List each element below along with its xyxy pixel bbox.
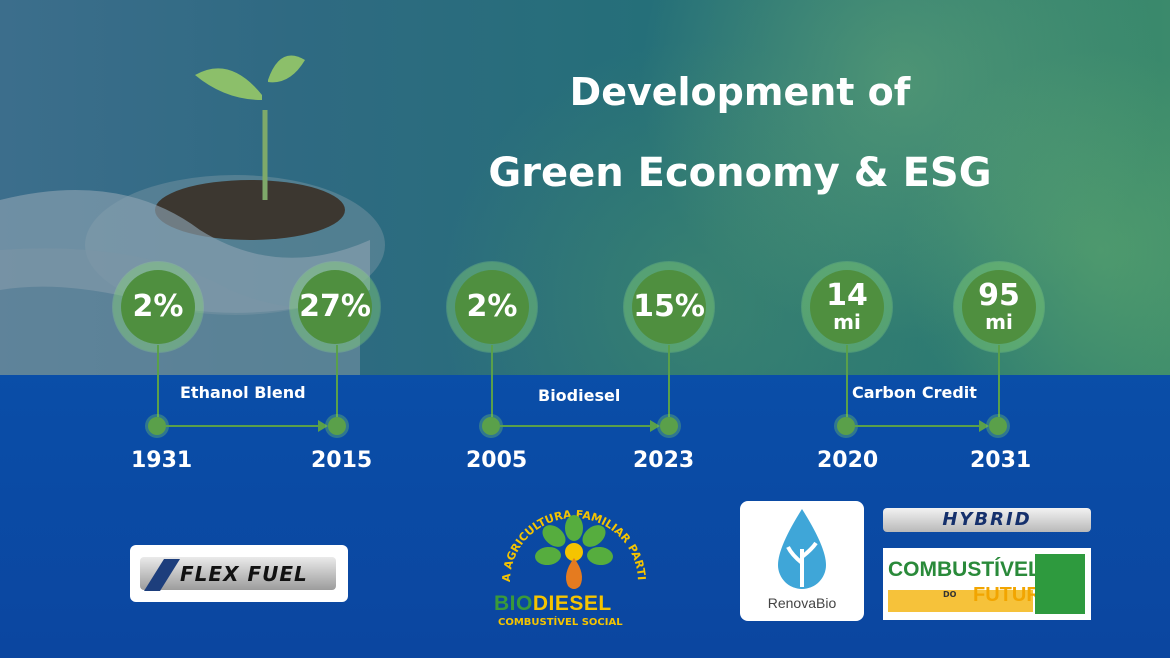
biodiesel-logo: A AGRICULTURA FAMILIAR PARTICIPA BIODIES… [488, 500, 660, 630]
combustivel-text: COMBUSTÍVEL [888, 558, 1041, 581]
carbon-start-unit: mi [833, 310, 861, 334]
flex-fuel-swoosh-icon [144, 559, 180, 591]
biodiesel-start-value: 2% [466, 289, 518, 324]
carbon-start-value: 14 [826, 278, 868, 313]
biodiesel-end-dot [660, 417, 678, 435]
ethanol-arrow [318, 420, 328, 432]
ethanol-end-circle: 27% [298, 270, 372, 344]
hybrid-text: HYBRID [942, 509, 1032, 530]
biodiesel-subtitle: COMBUSTÍVEL SOCIAL [498, 617, 623, 628]
carbon-end-line [998, 345, 1000, 417]
biodiesel-end-line [668, 345, 670, 417]
ethanol-start-dot [148, 417, 166, 435]
hybrid-logo: HYBRID [883, 508, 1091, 532]
biodiesel-start-year: 2005 [466, 448, 528, 473]
biodiesel-bio-text: BIO [494, 592, 533, 615]
biodiesel-end-year: 2023 [633, 448, 695, 473]
biodiesel-end-value: 15% [633, 289, 705, 324]
biodiesel-wordmark: BIODIESEL [494, 592, 612, 616]
ethanol-end-line [336, 345, 338, 417]
biodiesel-start-dot [482, 417, 500, 435]
title-line-1: Development of [569, 70, 911, 114]
biodiesel-label: Biodiesel [538, 386, 621, 405]
biodiesel-flower-icon: A AGRICULTURA FAMILIAR PARTICIPA [488, 500, 648, 589]
ethanol-start-year: 1931 [131, 448, 193, 473]
water-drop-icon [778, 509, 826, 589]
transport-icons [1035, 554, 1085, 614]
carbon-arrow [979, 420, 989, 432]
biodiesel-diesel-text: DIESEL [532, 592, 612, 615]
carbon-end-dot [989, 417, 1007, 435]
ethanol-end-dot [328, 417, 346, 435]
flex-fuel-text: FLEX FUEL [180, 562, 308, 586]
carbon-start-dot [837, 417, 855, 435]
renovabio-logo: RenovaBio [740, 501, 864, 621]
biodiesel-arrow [650, 420, 660, 432]
ethanol-start-value: 2% [132, 289, 184, 324]
carbon-label: Carbon Credit [852, 383, 977, 402]
carbon-end-year: 2031 [970, 448, 1032, 473]
renovabio-text: RenovaBio [767, 595, 837, 611]
title-line-2: Green Economy & ESG [488, 150, 992, 196]
carbon-start-line [846, 345, 848, 417]
ethanol-start-line [157, 345, 159, 417]
carbon-end-unit: mi [985, 310, 1013, 334]
carbon-start-year: 2020 [817, 448, 879, 473]
flex-fuel-logo: FLEX FUEL [130, 545, 348, 602]
ethanol-end-year: 2015 [311, 448, 373, 473]
biodiesel-start-circle: 2% [455, 270, 529, 344]
carbon-end-circle: 95 mi [962, 270, 1036, 344]
carbon-connector [855, 425, 979, 427]
carbon-start-circle: 14 mi [810, 270, 884, 344]
combustivel-bar [888, 590, 1033, 612]
ethanol-end-value: 27% [299, 289, 371, 324]
ethanol-start-circle: 2% [121, 270, 195, 344]
biodiesel-end-circle: 15% [632, 270, 706, 344]
carbon-end-value: 95 [978, 278, 1020, 313]
biodiesel-start-line [491, 345, 493, 417]
combustivel-do-futuro-logo: COMBUSTÍVEL DO FUTURO [883, 548, 1091, 620]
combustivel-do-text: DO [943, 590, 957, 599]
ethanol-label: Ethanol Blend [180, 383, 306, 402]
biodiesel-connector [500, 425, 650, 427]
ethanol-connector [166, 425, 318, 427]
